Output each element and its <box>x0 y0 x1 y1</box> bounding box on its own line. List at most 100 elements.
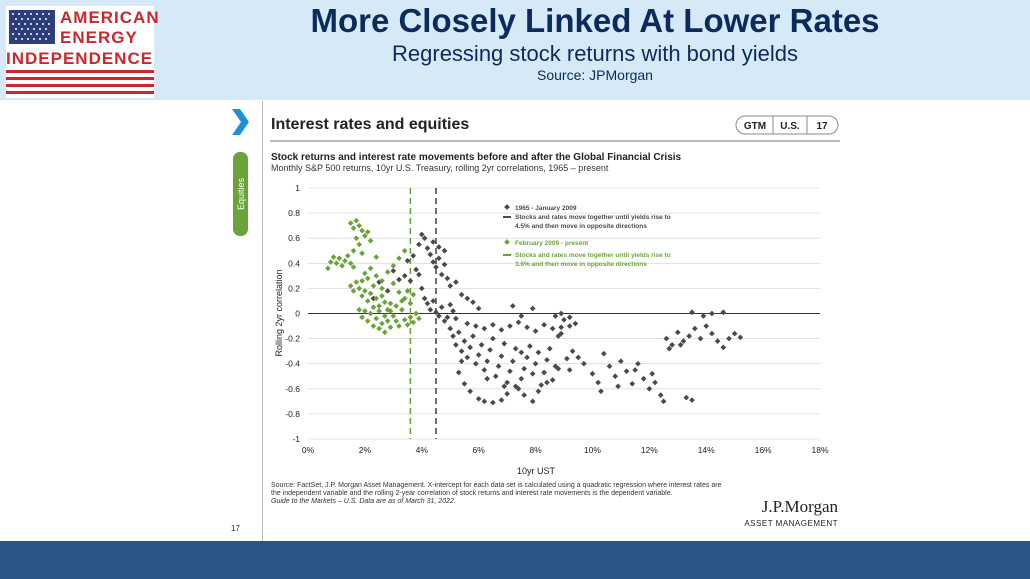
data-point-pre-2009 <box>566 314 573 321</box>
data-point-pre-2009 <box>470 299 476 306</box>
data-point-pre-2009 <box>407 278 414 284</box>
data-point-pre-2009 <box>640 375 647 382</box>
data-point-pre-2009 <box>461 338 468 344</box>
data-point-pre-2009 <box>549 377 556 383</box>
data-point-pre-2009 <box>472 323 479 329</box>
data-point-pre-2009 <box>569 348 576 354</box>
data-point-pre-2009 <box>430 259 436 265</box>
gtm-tag-pill <box>735 115 839 135</box>
data-point-pre-2009 <box>572 320 579 327</box>
data-point-pre-2009 <box>674 329 681 336</box>
data-point-pre-2009 <box>660 398 667 405</box>
data-point-pre-2009 <box>501 340 508 347</box>
data-point-pre-2009 <box>612 373 619 380</box>
slide-heading: Interest rates and equities <box>271 116 469 133</box>
data-point-post-2009 <box>393 318 400 324</box>
data-point-post-2009 <box>350 264 357 270</box>
us-flag-icon <box>9 10 55 44</box>
slide-divider <box>262 101 263 541</box>
data-point-pre-2009 <box>481 398 488 405</box>
y-tick-label: 0.2 <box>288 283 300 293</box>
data-point-pre-2009 <box>396 276 402 283</box>
data-point-pre-2009 <box>669 342 675 348</box>
data-point-post-2009 <box>359 227 365 234</box>
data-point-pre-2009 <box>518 313 525 319</box>
data-point-pre-2009 <box>444 314 451 321</box>
data-point-pre-2009 <box>558 330 564 337</box>
data-point-pre-2009 <box>421 295 428 302</box>
data-point-post-2009 <box>350 225 357 231</box>
chart-title: Stock returns and interest rate movement… <box>271 152 682 163</box>
data-point-pre-2009 <box>424 245 431 252</box>
data-point-post-2009 <box>342 257 348 264</box>
legend-line-grey-text1: Stocks and rates move together until yie… <box>515 214 671 221</box>
data-point-pre-2009 <box>413 266 419 273</box>
data-point-pre-2009 <box>558 324 564 331</box>
data-point-pre-2009 <box>731 330 738 337</box>
data-point-pre-2009 <box>649 370 656 377</box>
data-point-pre-2009 <box>441 318 448 324</box>
data-point-post-2009 <box>379 320 385 327</box>
data-point-pre-2009 <box>501 383 508 390</box>
data-point-post-2009 <box>347 260 354 267</box>
data-point-pre-2009 <box>632 367 638 373</box>
data-point-pre-2009 <box>401 273 408 279</box>
data-point-pre-2009 <box>470 333 476 339</box>
footnote-line-3: Guide to the Markets – U.S. Data are as … <box>271 498 456 505</box>
data-point-pre-2009 <box>564 355 570 362</box>
data-point-pre-2009 <box>472 360 479 367</box>
x-tick-label: 6% <box>473 445 486 455</box>
data-point-pre-2009 <box>475 396 482 402</box>
data-point-post-2009 <box>376 303 382 309</box>
data-point-pre-2009 <box>535 349 542 356</box>
chart-legend: 1965 - January 2009 Stocks and rates mov… <box>503 204 671 268</box>
data-point-pre-2009 <box>518 349 525 356</box>
data-point-pre-2009 <box>404 257 411 264</box>
data-point-post-2009 <box>373 315 380 322</box>
logo-stripes <box>6 70 154 94</box>
data-point-pre-2009 <box>657 392 664 398</box>
data-point-pre-2009 <box>475 352 482 358</box>
data-point-pre-2009 <box>464 354 471 361</box>
data-point-post-2009 <box>387 300 394 307</box>
data-point-pre-2009 <box>504 379 510 386</box>
header-banner: AMERICAN ENERGY INDEPENDENCE More Closel… <box>0 0 1030 100</box>
data-point-pre-2009 <box>441 261 448 268</box>
legend-line-grey-text2: 4.5% and then move in opposite direction… <box>515 223 647 230</box>
data-point-pre-2009 <box>410 252 417 259</box>
data-point-pre-2009 <box>498 326 505 333</box>
data-point-pre-2009 <box>427 251 434 258</box>
data-point-pre-2009 <box>492 373 499 380</box>
y-axis-label: Rolling 2yr correlation <box>274 269 284 356</box>
data-point-pre-2009 <box>683 394 690 401</box>
data-point-post-2009 <box>364 318 371 324</box>
data-point-pre-2009 <box>370 295 377 302</box>
data-point-post-2009 <box>336 255 343 262</box>
data-point-post-2009 <box>327 259 334 265</box>
data-point-post-2009 <box>350 247 357 254</box>
data-point-pre-2009 <box>726 335 732 342</box>
data-point-pre-2009 <box>455 369 462 376</box>
slide-page-number: 17 <box>231 524 240 533</box>
data-point-pre-2009 <box>436 255 442 262</box>
data-point-pre-2009 <box>416 241 422 248</box>
data-point-pre-2009 <box>529 305 536 312</box>
data-point-post-2009 <box>401 316 408 323</box>
data-point-post-2009 <box>362 270 368 277</box>
data-point-pre-2009 <box>424 300 431 307</box>
logo-text-american: AMERICAN <box>60 8 160 27</box>
data-point-post-2009 <box>387 308 394 314</box>
y-tick-label: -0.2 <box>285 334 300 344</box>
data-point-pre-2009 <box>737 334 744 341</box>
data-point-post-2009 <box>379 285 385 292</box>
data-point-post-2009 <box>347 220 354 226</box>
data-point-post-2009 <box>370 323 377 329</box>
data-point-post-2009 <box>384 269 391 275</box>
data-point-pre-2009 <box>532 360 539 367</box>
data-point-post-2009 <box>396 255 402 262</box>
legend-label-green: February 2009 - present <box>515 240 589 247</box>
legend-line-green-text2: 3.6% and then move in opposite direction… <box>515 261 647 268</box>
data-point-pre-2009 <box>709 330 715 337</box>
data-point-post-2009 <box>370 304 377 311</box>
equities-side-tab[interactable] <box>233 152 248 236</box>
